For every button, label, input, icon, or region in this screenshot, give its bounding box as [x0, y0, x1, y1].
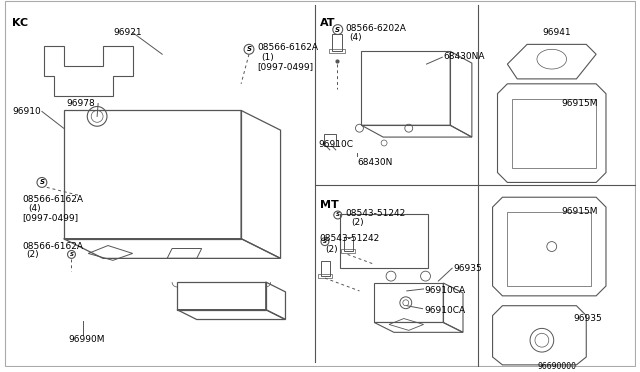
- Text: (1): (1): [261, 53, 273, 62]
- Text: (4): (4): [28, 204, 41, 213]
- Text: S: S: [336, 212, 340, 218]
- Text: 96910CA: 96910CA: [424, 286, 466, 295]
- Text: 96990M: 96990M: [68, 335, 105, 344]
- Bar: [344, 237, 353, 251]
- Text: 96935: 96935: [453, 264, 482, 273]
- Bar: [329, 49, 345, 53]
- Text: KC: KC: [12, 18, 28, 28]
- Text: 08543-51242: 08543-51242: [319, 234, 380, 243]
- Text: 08543-51242: 08543-51242: [346, 209, 406, 218]
- Bar: [340, 250, 355, 253]
- Text: (4): (4): [349, 32, 362, 42]
- Text: 96915M: 96915M: [562, 207, 598, 216]
- Text: 96910: 96910: [12, 106, 41, 115]
- Text: S: S: [246, 46, 252, 52]
- Text: (2): (2): [351, 218, 364, 227]
- Text: 08566-6162A: 08566-6162A: [22, 241, 83, 251]
- Text: 96690000: 96690000: [538, 362, 577, 371]
- Bar: [332, 33, 342, 51]
- Text: S: S: [40, 179, 44, 185]
- Text: 96910C: 96910C: [318, 140, 353, 149]
- Text: 96935: 96935: [573, 314, 602, 323]
- Text: S: S: [323, 239, 327, 244]
- Text: 08566-6202A: 08566-6202A: [346, 24, 406, 33]
- Text: (2): (2): [26, 250, 39, 260]
- Text: [0997-0499]: [0997-0499]: [257, 62, 313, 71]
- Bar: [318, 274, 332, 278]
- Bar: [508, 212, 591, 286]
- Text: 08566-6162A: 08566-6162A: [22, 195, 83, 204]
- Text: S: S: [335, 26, 340, 33]
- Text: 96978: 96978: [67, 99, 95, 108]
- Text: MT: MT: [320, 200, 339, 210]
- Text: 96915M: 96915M: [562, 99, 598, 108]
- Bar: [512, 99, 596, 168]
- Text: 68430NA: 68430NA: [444, 52, 484, 61]
- Text: AT: AT: [320, 18, 335, 28]
- Text: (2): (2): [325, 244, 337, 254]
- Text: 68430N: 68430N: [358, 158, 393, 167]
- Text: [0997-0499]: [0997-0499]: [22, 213, 78, 222]
- Text: 96921: 96921: [113, 28, 141, 36]
- Bar: [321, 262, 330, 276]
- Text: S: S: [70, 252, 74, 257]
- Text: 96910CA: 96910CA: [424, 306, 466, 315]
- Text: 96941: 96941: [542, 28, 570, 36]
- Text: 08566-6162A: 08566-6162A: [257, 44, 318, 52]
- Bar: [324, 134, 336, 146]
